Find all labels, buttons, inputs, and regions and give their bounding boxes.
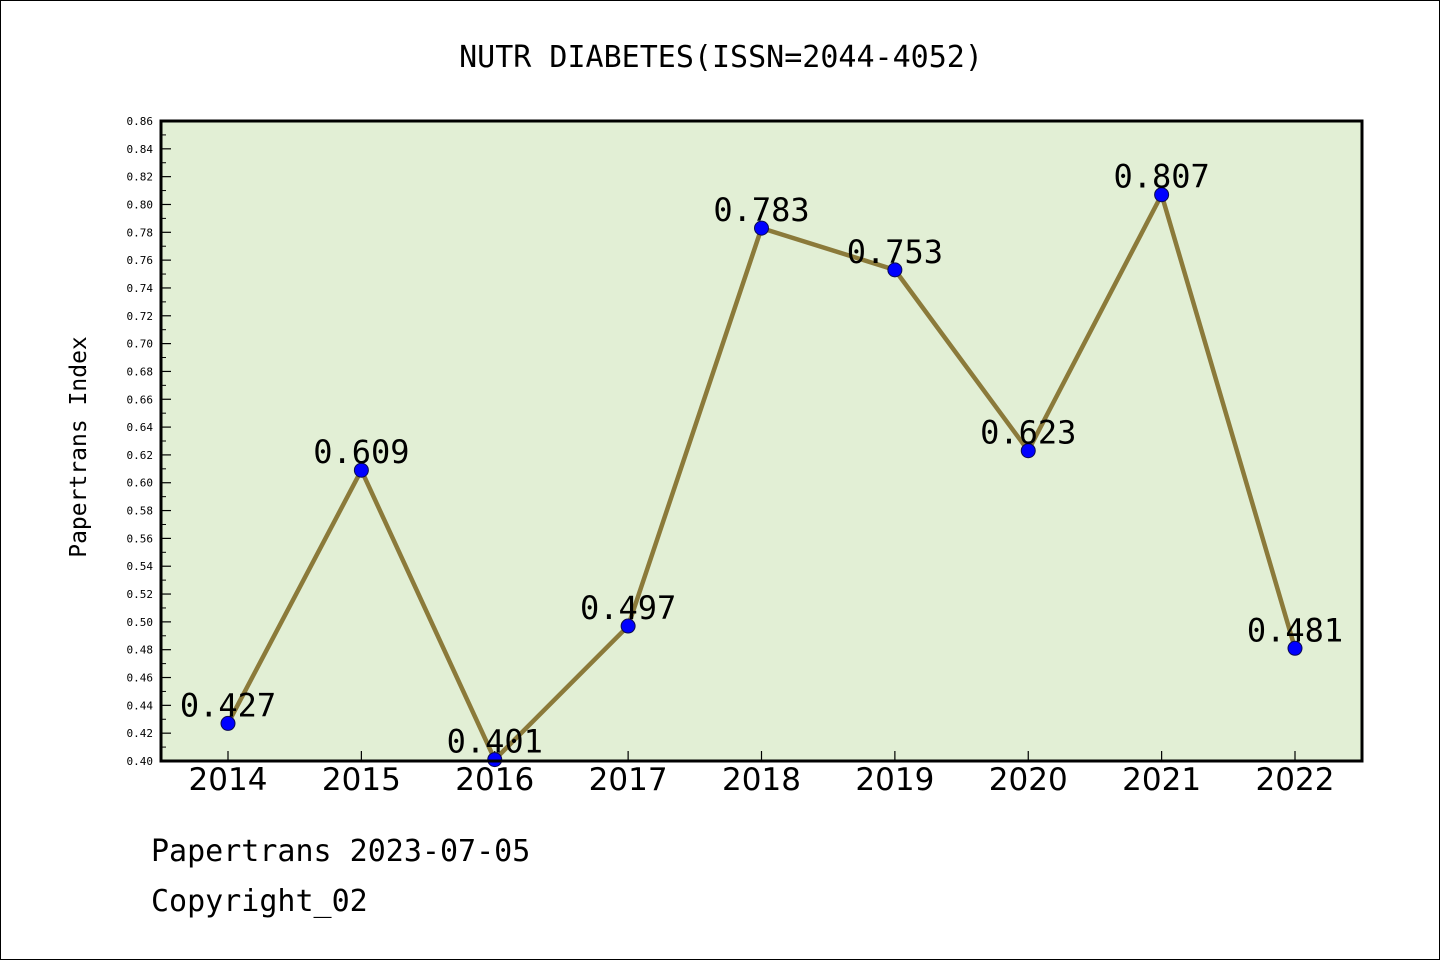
data-point bbox=[220, 715, 236, 731]
y-tick-label: 0.48 bbox=[127, 644, 154, 657]
data-label: 0.497 bbox=[580, 589, 676, 627]
y-tick-label: 0.70 bbox=[127, 338, 154, 351]
x-tick-label: 2018 bbox=[722, 762, 801, 798]
y-tick-label: 0.52 bbox=[127, 588, 154, 601]
x-axis-ticks: 2014 2015 2016 2017 2018 2019 2020 2021 2022 bbox=[189, 751, 1335, 798]
y-tick-label: 0.68 bbox=[127, 365, 154, 378]
y-tick-label: 0.72 bbox=[127, 310, 154, 323]
y-tick-label: 0.54 bbox=[127, 560, 154, 573]
data-point bbox=[1154, 187, 1170, 203]
y-tick-label: 0.76 bbox=[127, 254, 154, 267]
data-label: 0.623 bbox=[980, 414, 1076, 452]
data-label: 0.609 bbox=[313, 433, 409, 471]
data-point bbox=[1287, 640, 1303, 656]
data-label: 0.807 bbox=[1113, 158, 1209, 196]
chart-title: NUTR DIABETES(ISSN=2044-4052) bbox=[459, 40, 983, 75]
data-point bbox=[754, 220, 769, 236]
footer-copyright: Copyright_02 bbox=[151, 884, 368, 919]
y-tick-label: 0.64 bbox=[127, 421, 154, 434]
x-tick-label: 2021 bbox=[1122, 762, 1201, 798]
y-axis-label: Papertrans Index bbox=[66, 336, 92, 558]
data-point bbox=[1020, 443, 1036, 459]
y-tick-label: 0.56 bbox=[127, 532, 154, 545]
data-label: 0.753 bbox=[847, 233, 943, 271]
y-tick-label: 0.80 bbox=[127, 198, 154, 211]
y-tick-label: 0.82 bbox=[127, 171, 154, 184]
y-tick-label: 0.44 bbox=[127, 699, 154, 712]
footer-date-line: Papertrans 2023-07-05 bbox=[151, 834, 531, 869]
data-label: 0.783 bbox=[713, 191, 809, 229]
x-tick-label: 2020 bbox=[989, 762, 1068, 798]
data-point bbox=[620, 618, 636, 634]
data-label: 0.401 bbox=[447, 723, 543, 761]
x-tick-label: 2022 bbox=[1256, 762, 1335, 798]
y-tick-label: 0.40 bbox=[127, 755, 154, 768]
y-tick-label: 0.74 bbox=[127, 282, 154, 295]
x-tick-label: 2015 bbox=[322, 762, 401, 798]
plot-frame bbox=[159, 119, 1364, 763]
data-point bbox=[353, 462, 369, 478]
y-tick-label: 0.50 bbox=[127, 616, 154, 629]
y-tick-label: 0.86 bbox=[127, 115, 154, 128]
data-label: 0.427 bbox=[180, 686, 276, 724]
y-tick-label: 0.46 bbox=[127, 672, 154, 685]
series-group: 0.427 0.609 0.401 0.497 0.783 0.753 0.623 0.807… bbox=[180, 158, 1343, 768]
x-tick-label: 2016 bbox=[455, 762, 534, 798]
x-tick-label: 2019 bbox=[855, 762, 934, 798]
data-label: 0.481 bbox=[1247, 611, 1343, 649]
y-tick-label: 0.62 bbox=[127, 449, 154, 462]
y-tick-label: 0.60 bbox=[127, 477, 154, 490]
y-tick-label: 0.84 bbox=[127, 143, 154, 156]
x-tick-label: 2017 bbox=[589, 762, 668, 798]
y-tick-label: 0.58 bbox=[127, 505, 154, 518]
data-point bbox=[887, 262, 903, 278]
x-tick-label: 2014 bbox=[189, 762, 268, 798]
y-axis-ticks: 0.40 0.42 0.44 0.46 0.48 0.50 0.52 0.54 0.56 0.58… bbox=[127, 115, 171, 768]
y-tick-label: 0.42 bbox=[127, 727, 154, 740]
y-tick-label: 0.78 bbox=[127, 226, 154, 239]
y-tick-label: 0.66 bbox=[127, 393, 154, 406]
